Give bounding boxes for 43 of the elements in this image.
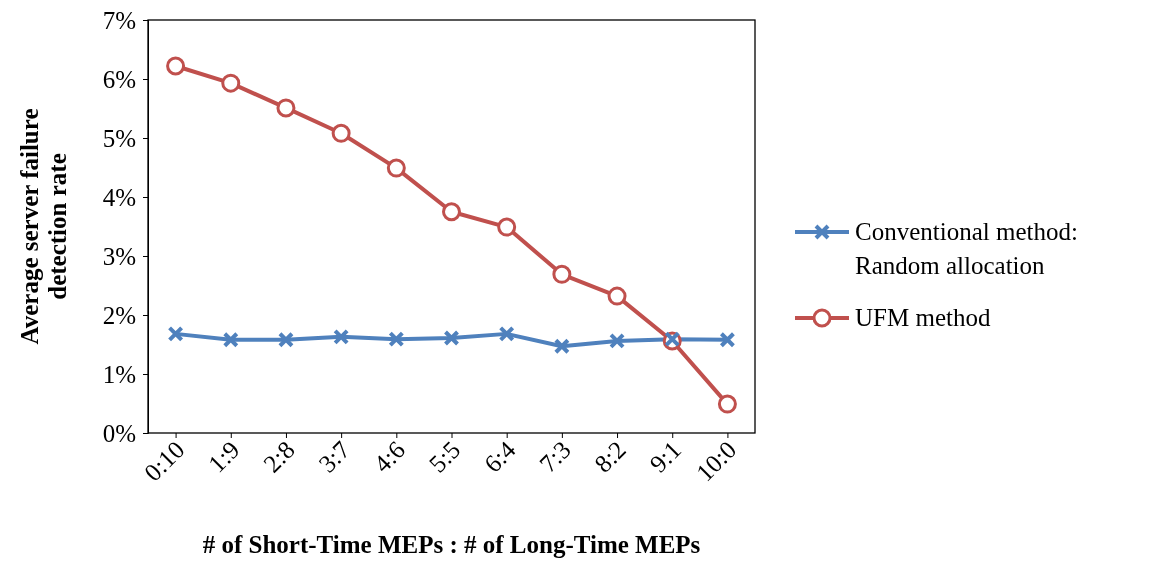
point (443, 330, 460, 347)
point (221, 73, 241, 93)
point (333, 328, 350, 345)
point (609, 332, 626, 349)
point (717, 394, 737, 414)
y-axis-title: Average server failure detection rate (16, 108, 71, 345)
y-tick-label: 1% (102, 360, 136, 388)
x-tick-label: 9:1 (644, 435, 687, 478)
x-tick-label: 6:4 (478, 435, 521, 478)
y-tick-label: 3% (102, 242, 136, 270)
x-tick-label: 0:10 (139, 435, 190, 487)
point (386, 158, 406, 178)
point (276, 98, 296, 118)
point (388, 331, 405, 348)
point (277, 331, 294, 348)
y-tick-label: 5% (102, 124, 136, 152)
x-tick-label: 1:9 (203, 435, 245, 478)
point (497, 217, 517, 237)
point (553, 338, 570, 355)
y-tick-label: 7% (102, 6, 136, 34)
x-axis-title: # of Short-Time MEPs : # of Long-Time MEPs (202, 531, 701, 558)
point (331, 123, 351, 143)
point (166, 56, 186, 76)
x-tick-label: 8:2 (589, 435, 631, 478)
point (498, 325, 515, 342)
point (167, 325, 184, 342)
point (442, 202, 461, 222)
point (719, 331, 736, 348)
x-tick-label: 7:3 (534, 435, 576, 478)
x-tick-label: 10:0 (690, 435, 742, 487)
y-tick-label: 4% (102, 183, 136, 211)
y-tick-label: 0% (102, 419, 136, 447)
x-tick-label: 2:8 (258, 435, 300, 478)
point (607, 286, 627, 306)
legend-label: Conventional method: Random allocation (855, 218, 1078, 279)
x-tick-label: 3:7 (313, 435, 356, 478)
x-tick-label: 5:5 (423, 435, 466, 478)
point (222, 331, 239, 348)
point (552, 264, 572, 284)
x-tick-label: 4:6 (368, 435, 411, 478)
y-tick-label: 2% (102, 301, 136, 329)
legend-label: UFM method (855, 304, 991, 331)
y-tick-label: 6% (102, 65, 136, 93)
